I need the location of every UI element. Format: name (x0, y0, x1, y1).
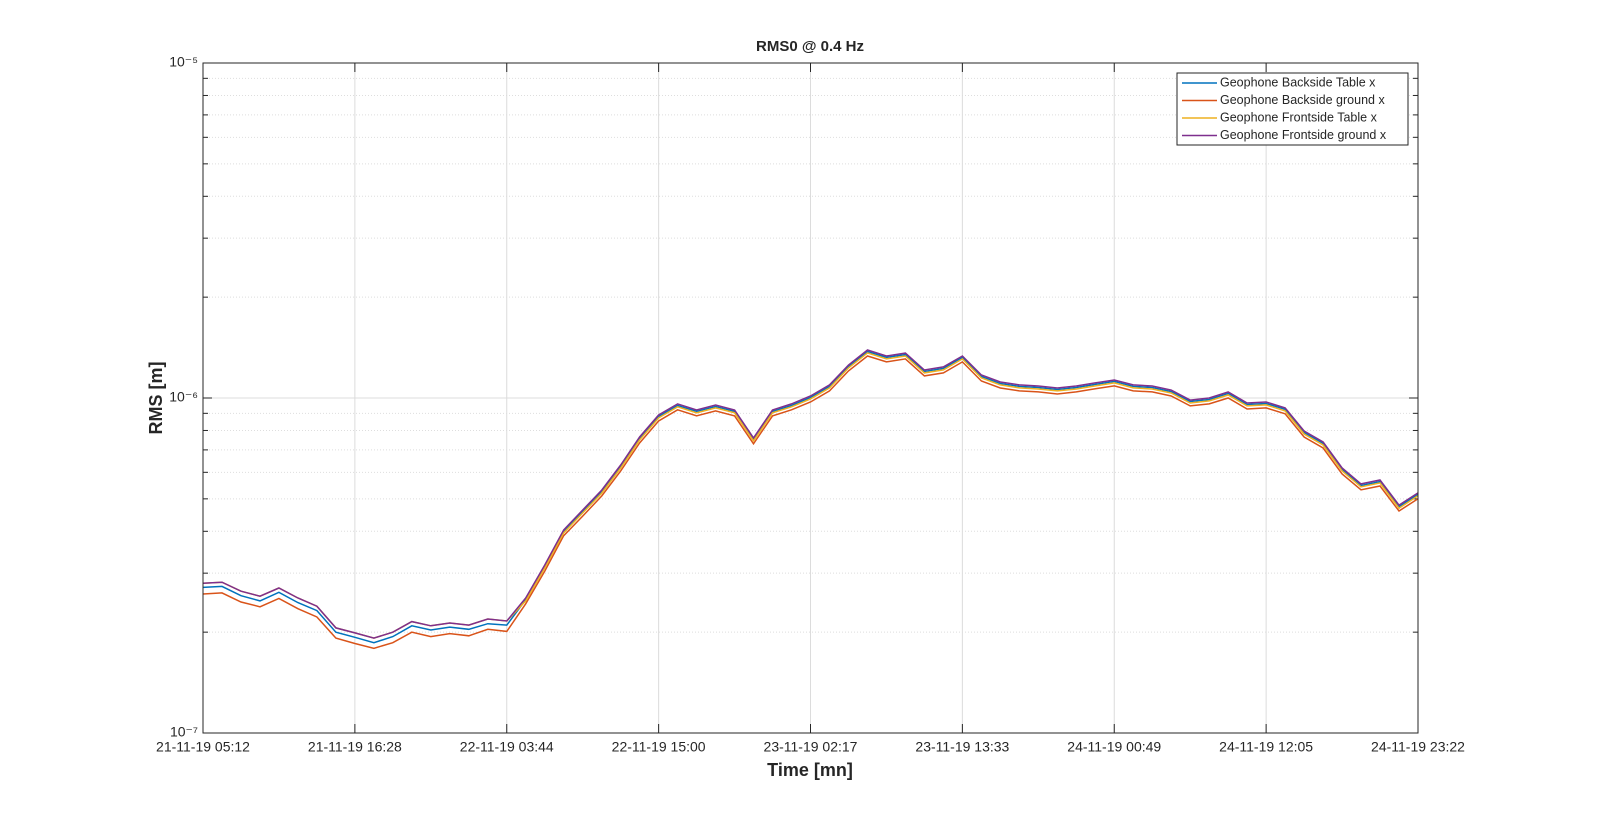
series-line (202, 350, 1419, 644)
legend-label: Geophone Frontside Table x (1220, 110, 1378, 124)
x-tick-label: 23-11-19 13:33 (915, 739, 1009, 755)
x-tick-label: 21-11-19 16:28 (308, 739, 402, 755)
axes-box (202, 62, 1419, 734)
x-tick-label: 22-11-19 03:44 (460, 739, 554, 755)
x-tick-label: 22-11-19 15:00 (612, 739, 706, 755)
x-axis-label: Time [mn] (767, 760, 853, 780)
legend-label: Geophone Frontside ground x (1220, 128, 1387, 142)
x-tick-label: 24-11-19 23:22 (1371, 739, 1465, 755)
x-tick-label: 24-11-19 00:49 (1067, 739, 1161, 755)
x-tick-label: 21-11-19 05:12 (156, 739, 250, 755)
legend-label: Geophone Backside ground x (1220, 93, 1385, 107)
y-tick-label: 10⁻⁶ (169, 389, 198, 405)
y-axis-label: RMS [m] (146, 362, 166, 435)
x-tick-label: 23-11-19 02:17 (764, 739, 858, 755)
legend-label: Geophone Backside Table x (1220, 75, 1376, 89)
chart-title: RMS0 @ 0.4 Hz (756, 38, 864, 55)
legend: Geophone Backside Table x Geophone Backsi… (1176, 72, 1409, 146)
y-tick-label: 10⁻⁷ (170, 724, 198, 740)
x-tick-label: 24-11-19 12:05 (1219, 739, 1313, 755)
series-line (202, 349, 1419, 639)
y-tick-label: 10⁻⁵ (169, 54, 198, 70)
legend-box (1176, 72, 1409, 146)
series-line (202, 355, 1419, 650)
